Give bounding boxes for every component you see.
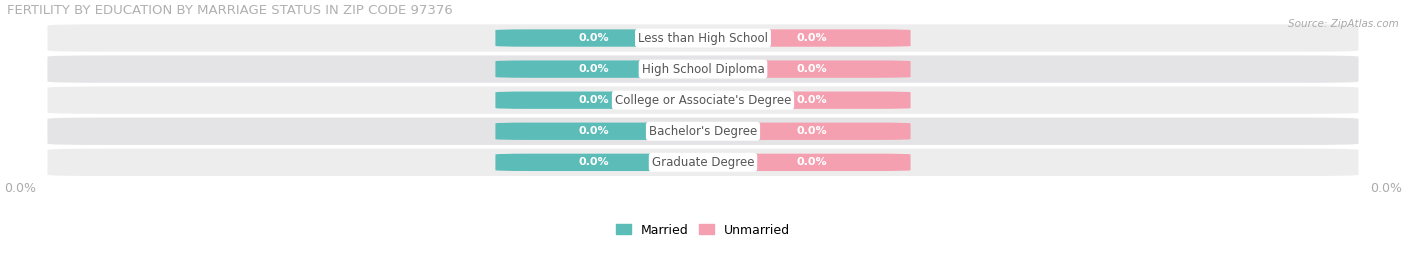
Text: 0.0%: 0.0%	[578, 95, 609, 105]
FancyBboxPatch shape	[714, 61, 911, 78]
Text: 0.0%: 0.0%	[797, 95, 828, 105]
FancyBboxPatch shape	[495, 154, 692, 171]
FancyBboxPatch shape	[495, 61, 692, 78]
Legend: Married, Unmarried: Married, Unmarried	[612, 218, 794, 242]
Text: 0.0%: 0.0%	[578, 157, 609, 167]
Text: 0.0%: 0.0%	[797, 157, 828, 167]
FancyBboxPatch shape	[48, 118, 1358, 145]
FancyBboxPatch shape	[714, 154, 911, 171]
Text: Source: ZipAtlas.com: Source: ZipAtlas.com	[1288, 19, 1399, 29]
Text: 0.0%: 0.0%	[797, 126, 828, 136]
Text: 0.0%: 0.0%	[578, 33, 609, 43]
Text: 0.0%: 0.0%	[578, 126, 609, 136]
Text: Bachelor's Degree: Bachelor's Degree	[650, 125, 756, 138]
Text: Graduate Degree: Graduate Degree	[652, 156, 754, 169]
Text: FERTILITY BY EDUCATION BY MARRIAGE STATUS IN ZIP CODE 97376: FERTILITY BY EDUCATION BY MARRIAGE STATU…	[7, 4, 453, 17]
Text: 0.0%: 0.0%	[797, 33, 828, 43]
FancyBboxPatch shape	[714, 91, 911, 109]
Text: Less than High School: Less than High School	[638, 31, 768, 45]
FancyBboxPatch shape	[495, 29, 692, 47]
FancyBboxPatch shape	[495, 123, 692, 140]
Text: College or Associate's Degree: College or Associate's Degree	[614, 94, 792, 107]
FancyBboxPatch shape	[714, 29, 911, 47]
FancyBboxPatch shape	[48, 24, 1358, 52]
FancyBboxPatch shape	[48, 149, 1358, 176]
FancyBboxPatch shape	[48, 87, 1358, 114]
FancyBboxPatch shape	[714, 123, 911, 140]
Text: High School Diploma: High School Diploma	[641, 63, 765, 76]
FancyBboxPatch shape	[48, 55, 1358, 83]
Text: 0.0%: 0.0%	[797, 64, 828, 74]
FancyBboxPatch shape	[495, 91, 692, 109]
Text: 0.0%: 0.0%	[578, 64, 609, 74]
